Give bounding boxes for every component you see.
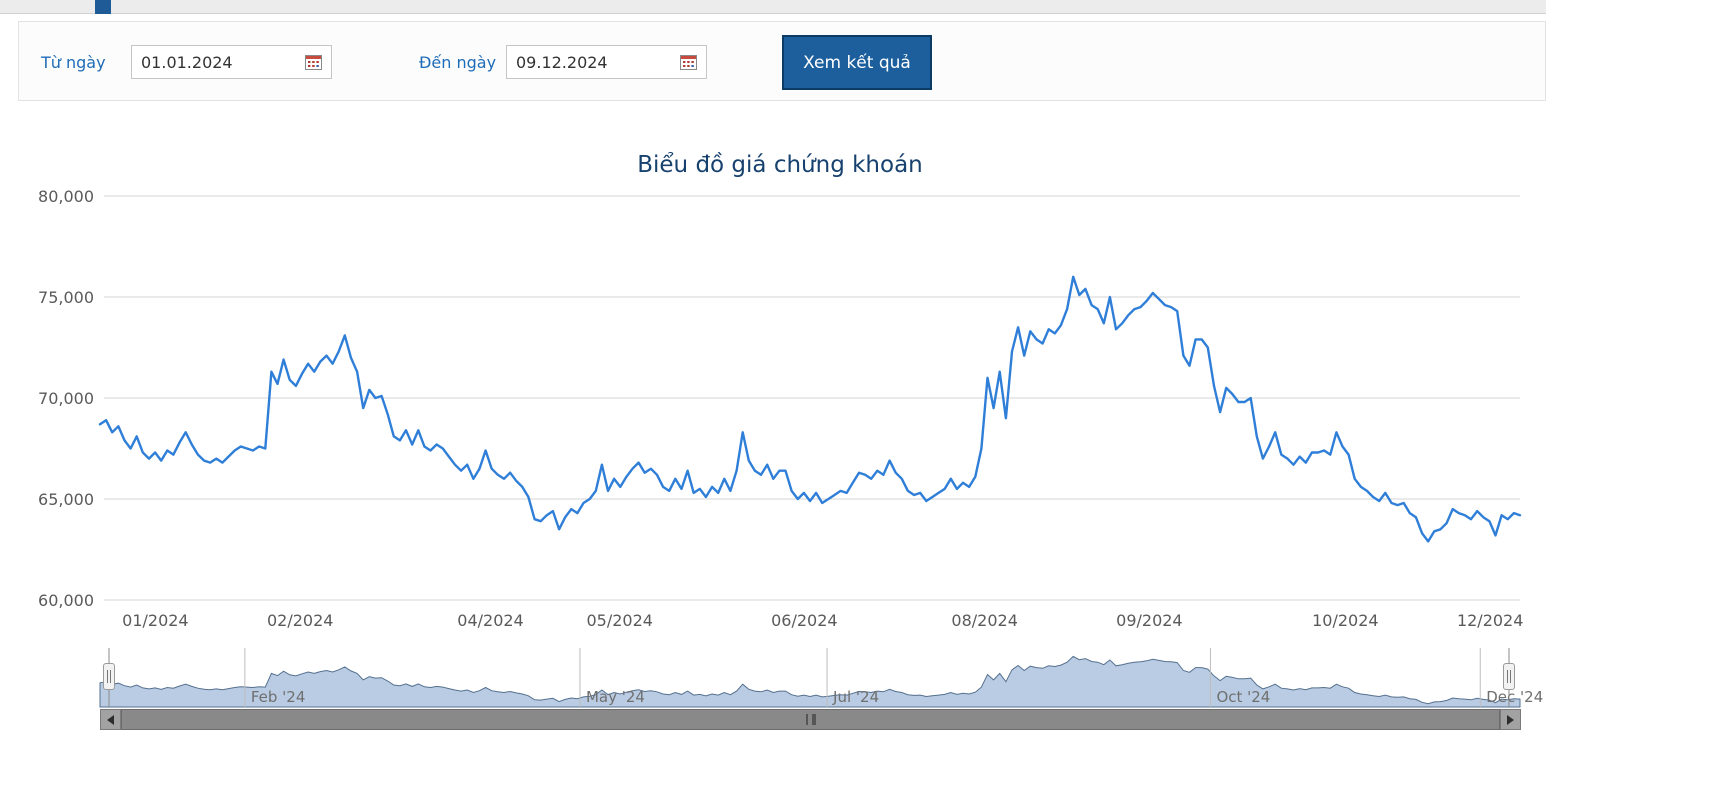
y-axis-label: 80,000	[38, 187, 94, 206]
scrollbar-track[interactable]	[121, 709, 1500, 730]
navigator-right-handle[interactable]	[1503, 663, 1515, 690]
from-date-field	[131, 45, 332, 79]
price-line-series	[98, 275, 1522, 543]
top-bar-accent	[95, 0, 111, 14]
navigator-axis-label: Oct '24	[1216, 688, 1270, 706]
x-axis-label: 10/2024	[1312, 611, 1378, 630]
scrollbar-left-button[interactable]	[100, 709, 121, 730]
top-bar	[0, 0, 1546, 14]
y-axis-label: 65,000	[38, 490, 94, 509]
scrollbar-right-button[interactable]	[1500, 709, 1521, 730]
navigator-axis-label: May '24	[586, 688, 645, 706]
chart-title: Biểu đồ giá chứng khoán	[637, 152, 923, 178]
calendar-icon[interactable]	[680, 54, 697, 70]
x-axis-label: 05/2024	[586, 611, 652, 630]
y-axis-label: 60,000	[38, 591, 94, 610]
navigator[interactable]: Feb '24 May '24 Jul '24 Oct '24 Dec '24	[0, 646, 1709, 708]
triangle-left-icon	[107, 714, 114, 725]
navigator-area-series	[99, 655, 1521, 708]
from-date-input[interactable]	[141, 52, 299, 72]
view-results-button[interactable]: Xem kết quả	[782, 35, 932, 90]
x-axis-label: 08/2024	[951, 611, 1017, 630]
filter-panel: Từ ngày Đến ngày	[18, 21, 1546, 101]
navigator-axis-label: Jul '24	[832, 688, 879, 706]
x-axis-label: 12/2024	[1457, 611, 1523, 630]
x-axis-label: 04/2024	[457, 611, 523, 630]
x-axis-label: 06/2024	[771, 611, 837, 630]
x-axis-label: 09/2024	[1116, 611, 1182, 630]
x-axis-label: 01/2024	[122, 611, 188, 630]
navigator-left-handle[interactable]	[103, 663, 115, 690]
calendar-icon[interactable]	[305, 54, 322, 70]
to-date-field	[506, 45, 707, 79]
scrollbar-thumb[interactable]	[121, 709, 1500, 730]
chart-scrollbar	[100, 709, 1521, 730]
price-chart-plot[interactable]: 60,000 65,000 70,000 75,000 80,000 01/2024 02/…	[0, 130, 1709, 645]
to-date-input[interactable]	[516, 52, 674, 72]
navigator-axis-label: Dec '24	[1486, 688, 1543, 706]
y-axis-label: 70,000	[38, 389, 94, 408]
triangle-right-icon	[1507, 714, 1514, 725]
from-date-label: Từ ngày	[41, 53, 106, 72]
scrollbar-grip-icon	[805, 714, 816, 725]
to-date-label: Đến ngày	[419, 53, 497, 72]
y-axis-label: 75,000	[38, 288, 94, 307]
x-axis-label: 02/2024	[267, 611, 333, 630]
navigator-axis-label: Feb '24	[251, 688, 306, 706]
